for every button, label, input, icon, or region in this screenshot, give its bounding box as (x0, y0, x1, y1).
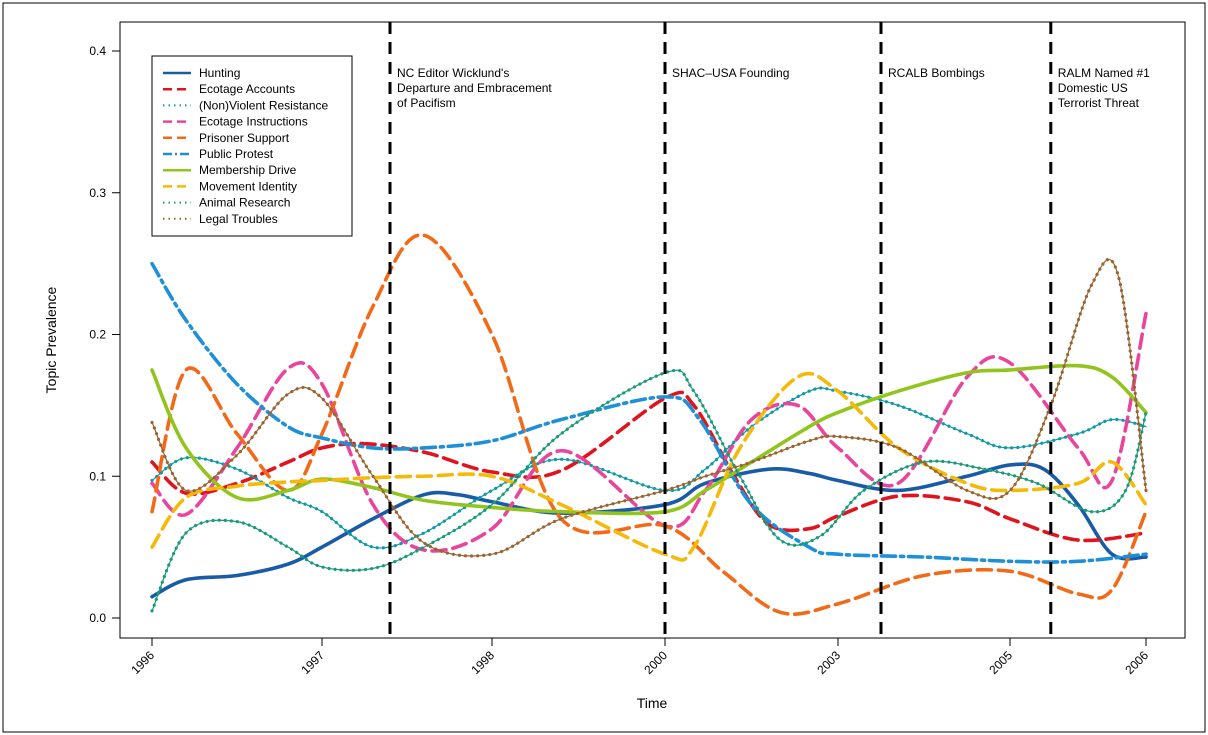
legend-label: Membership Drive (199, 163, 297, 177)
legend-items: Hunting Ecotage Accounts (Non)Violent Resi… (163, 66, 329, 226)
series-line (150, 311, 1148, 553)
legend-item-legal-troubles: Legal Troubles (163, 212, 278, 226)
legend-item-non-violent-resistance: (Non)Violent Resistance (163, 98, 329, 112)
series-line (150, 233, 1148, 616)
x-axis-label: Time (637, 695, 668, 711)
series-ecotage-instructions (150, 311, 1148, 553)
legend-label: Public Protest (199, 147, 274, 161)
series-line (150, 390, 1148, 543)
legend: Hunting Ecotage Accounts (Non)Violent Resi… (151, 55, 353, 237)
series-prisoner-support (150, 233, 1148, 616)
y-tick-label: 0.3 (89, 186, 106, 200)
legend-box (151, 55, 353, 237)
series-hunting (150, 462, 1148, 599)
series-line (150, 363, 1148, 516)
event-label: RALM Named #1 (1058, 66, 1150, 80)
series-layer (150, 233, 1148, 616)
event-marker: SHAC–USA Founding (663, 22, 789, 638)
series-markers (150, 368, 1148, 613)
legend-label: Animal Research (199, 196, 290, 210)
legend-label: Movement Identity (199, 179, 297, 193)
y-tick-label: 0.2 (89, 328, 106, 342)
event-label: RCALB Bombings (888, 66, 985, 80)
legend-item-ecotage-instructions: Ecotage Instructions (163, 115, 308, 129)
legend-label: Prisoner Support (199, 131, 290, 145)
legend-item-movement-identity: Movement Identity (163, 179, 297, 193)
legend-item-prisoner-support: Prisoner Support (163, 131, 290, 145)
series-line (150, 261, 1148, 564)
series-markers (150, 258, 1148, 558)
series-markers (150, 386, 1148, 550)
legend-item-membership-drive: Membership Drive (163, 163, 297, 177)
plot-frame (119, 21, 1186, 639)
legend-label: Legal Troubles (199, 212, 278, 226)
y-tick-label: 0.1 (89, 469, 106, 483)
y-tick-label: 0.0 (89, 611, 106, 625)
legend-label: Ecotage Accounts (199, 82, 295, 96)
series-legal-troubles (150, 258, 1148, 558)
series-line (150, 371, 1148, 562)
series-non-violent-resistance (150, 386, 1148, 550)
legend-label: (Non)Violent Resistance (199, 98, 329, 112)
event-label: Domestic US (1058, 81, 1128, 95)
legend-label: Ecotage Instructions (199, 115, 308, 129)
series-membership-drive (150, 363, 1148, 516)
legend-item-ecotage-accounts: Ecotage Accounts (163, 82, 295, 96)
event-label: Departure and Embracement (397, 81, 552, 95)
event-label: of Pacifism (397, 96, 456, 110)
event-label: Terrorist Threat (1058, 96, 1140, 110)
series-line (150, 462, 1148, 599)
legend-item-public-protest: Public Protest (163, 147, 274, 161)
series-ecotage-accounts (150, 390, 1148, 543)
event-label: NC Editor Wicklund's (397, 66, 509, 80)
legend-item-animal-research: Animal Research (163, 196, 290, 210)
y-axis-label: Topic Prevalence (43, 286, 59, 393)
y-tick-label: 0.4 (89, 44, 106, 58)
legend-item-hunting: Hunting (163, 66, 240, 80)
event-marker: RCALB Bombings (879, 22, 985, 638)
legend-label: Hunting (199, 66, 240, 80)
event-label: SHAC–USA Founding (672, 66, 789, 80)
series-animal-research (150, 368, 1148, 613)
series-movement-identity (150, 371, 1148, 562)
series-public-protest (150, 261, 1148, 564)
